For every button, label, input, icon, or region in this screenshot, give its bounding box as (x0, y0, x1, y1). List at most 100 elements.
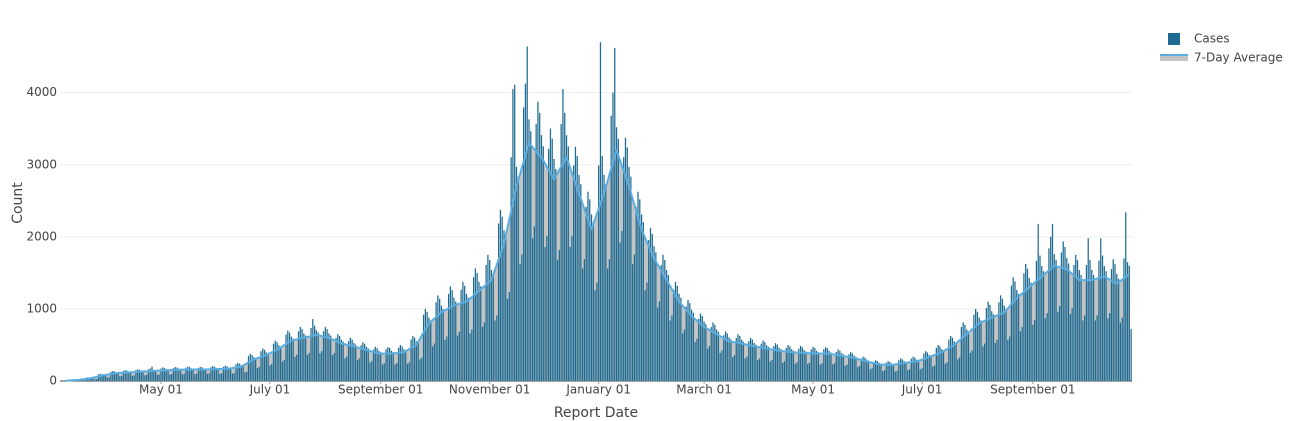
bar (817, 352, 820, 381)
x-tick-label: March 01 (676, 383, 732, 397)
bar (126, 370, 128, 381)
bar (174, 367, 176, 381)
bar (823, 349, 825, 381)
bar (560, 124, 562, 381)
average-line (66, 142, 1130, 382)
bar (767, 346, 770, 381)
bar (280, 346, 282, 381)
bar (692, 312, 694, 381)
bar (594, 290, 596, 381)
bar (313, 325, 316, 381)
bar (558, 249, 560, 381)
bar (732, 357, 734, 381)
bar (526, 46, 528, 382)
bar (637, 191, 639, 381)
bar (651, 233, 653, 381)
bar (378, 350, 380, 381)
bar (635, 206, 637, 381)
bar (381, 364, 384, 381)
bar (778, 347, 780, 381)
bar (1114, 264, 1116, 381)
bar (147, 369, 150, 381)
bar (228, 367, 230, 381)
bar (640, 214, 643, 381)
bar (358, 358, 360, 381)
bar (799, 345, 802, 381)
bar (957, 359, 959, 381)
bar (912, 356, 914, 381)
bar (621, 231, 623, 381)
bar (583, 259, 586, 381)
bar (276, 342, 278, 381)
bar (574, 146, 577, 381)
bar (785, 347, 787, 381)
bar (376, 348, 378, 381)
bar (682, 333, 684, 381)
bar (1000, 295, 1002, 381)
bar (564, 112, 566, 381)
bar (201, 367, 203, 381)
bar (707, 348, 709, 381)
bar (1046, 313, 1048, 381)
bar (603, 174, 605, 381)
bar (1089, 259, 1091, 381)
bar (617, 138, 619, 381)
bar (953, 341, 955, 381)
bar (362, 342, 364, 381)
bar (492, 275, 494, 381)
bar (989, 304, 991, 381)
bar (1034, 320, 1036, 381)
bar (469, 333, 471, 381)
bar (1091, 269, 1093, 381)
bar (97, 374, 100, 381)
bar (824, 347, 827, 381)
bar (524, 83, 527, 381)
bar (515, 166, 518, 381)
bar (1082, 320, 1084, 381)
bar (517, 176, 519, 381)
bar (674, 281, 677, 381)
bar (776, 344, 778, 381)
bar (553, 158, 555, 381)
bar (121, 375, 123, 381)
bar (244, 372, 246, 381)
bar (512, 89, 514, 381)
bar (315, 330, 318, 381)
bar (878, 362, 880, 381)
bar (149, 368, 151, 381)
bar (967, 331, 970, 381)
bar (222, 366, 225, 381)
bar (964, 324, 966, 381)
bar (748, 341, 750, 381)
bar (374, 346, 376, 381)
bar (710, 327, 712, 381)
bar (415, 341, 418, 381)
bar (540, 135, 543, 381)
bar (364, 343, 366, 381)
bar (914, 357, 916, 381)
x-tick-label: September 01 (338, 383, 423, 397)
bar (916, 359, 918, 381)
bar (154, 370, 157, 381)
bar (839, 350, 841, 381)
bar (506, 298, 509, 381)
bar (285, 334, 287, 381)
bar (355, 344, 357, 381)
bar (146, 374, 148, 381)
bar (714, 324, 716, 381)
bar (237, 362, 239, 381)
bar (544, 246, 546, 381)
bar (926, 352, 929, 381)
bar (580, 184, 582, 381)
bar (571, 235, 573, 381)
bar (494, 320, 496, 381)
bar (113, 371, 116, 381)
bar (106, 377, 108, 381)
bar (923, 353, 925, 381)
bar (1028, 277, 1030, 381)
bar (1126, 262, 1129, 381)
bar (115, 372, 117, 381)
bar (892, 364, 895, 381)
bar (144, 375, 146, 381)
